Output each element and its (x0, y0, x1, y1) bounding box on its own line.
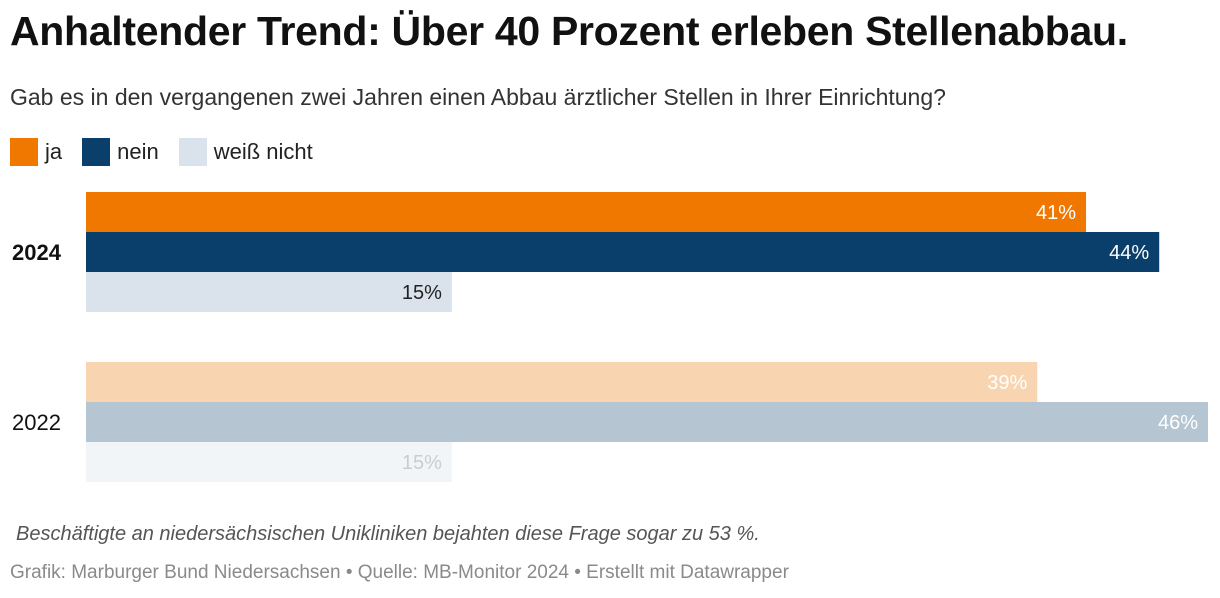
chart-title: Anhaltender Trend: Über 40 Prozent erleb… (10, 8, 1128, 54)
legend-item-ja: ja (10, 138, 62, 166)
legend-item-weiss-nicht: weiß nicht (178, 138, 313, 166)
bar-2024-ja (86, 192, 1087, 232)
group-label-2022: 2022 (12, 410, 61, 435)
chart-note: Beschäftigte an niedersächsischen Unikli… (16, 523, 760, 545)
bar-value-label-2024-ja: 41% (1036, 202, 1076, 224)
bar-2022-ja (86, 362, 1038, 402)
bar-value-label-2022-ja: 39% (987, 372, 1027, 394)
bar-2022-weiss-nicht (86, 442, 452, 482)
bar-2024-weiss-nicht (86, 272, 452, 312)
bar-value-label-2022-weiss-nicht: 15% (402, 452, 442, 474)
bar-value-label-2024-weiss-nicht: 15% (402, 282, 442, 304)
legend-item-nein: nein (82, 138, 159, 166)
chart-footer: Grafik: Marburger Bund Niedersachsen • Q… (10, 562, 789, 583)
legend-label-weiss-nicht: weiß nicht (213, 139, 313, 164)
chart-subtitle: Gab es in den vergangenen zwei Jahren ei… (10, 84, 946, 110)
legend: ja nein weiß nicht (10, 137, 333, 167)
bar-value-label-2024-nein: 44% (1109, 242, 1149, 264)
bar-2022-nein (86, 402, 1208, 442)
bar-2024-nein (86, 232, 1160, 272)
legend-swatch-weiss-nicht (178, 138, 207, 166)
bar-chart: 2024 41% 44% 15% 2022 39% 46% 15% (12, 192, 1208, 482)
group-label-2024: 2024 (12, 240, 62, 265)
legend-swatch-nein (82, 138, 111, 166)
legend-swatch-ja (10, 138, 38, 166)
legend-label-ja: ja (45, 139, 63, 164)
bar-value-label-2022-nein: 46% (1158, 412, 1198, 434)
legend-label-nein: nein (117, 139, 159, 164)
